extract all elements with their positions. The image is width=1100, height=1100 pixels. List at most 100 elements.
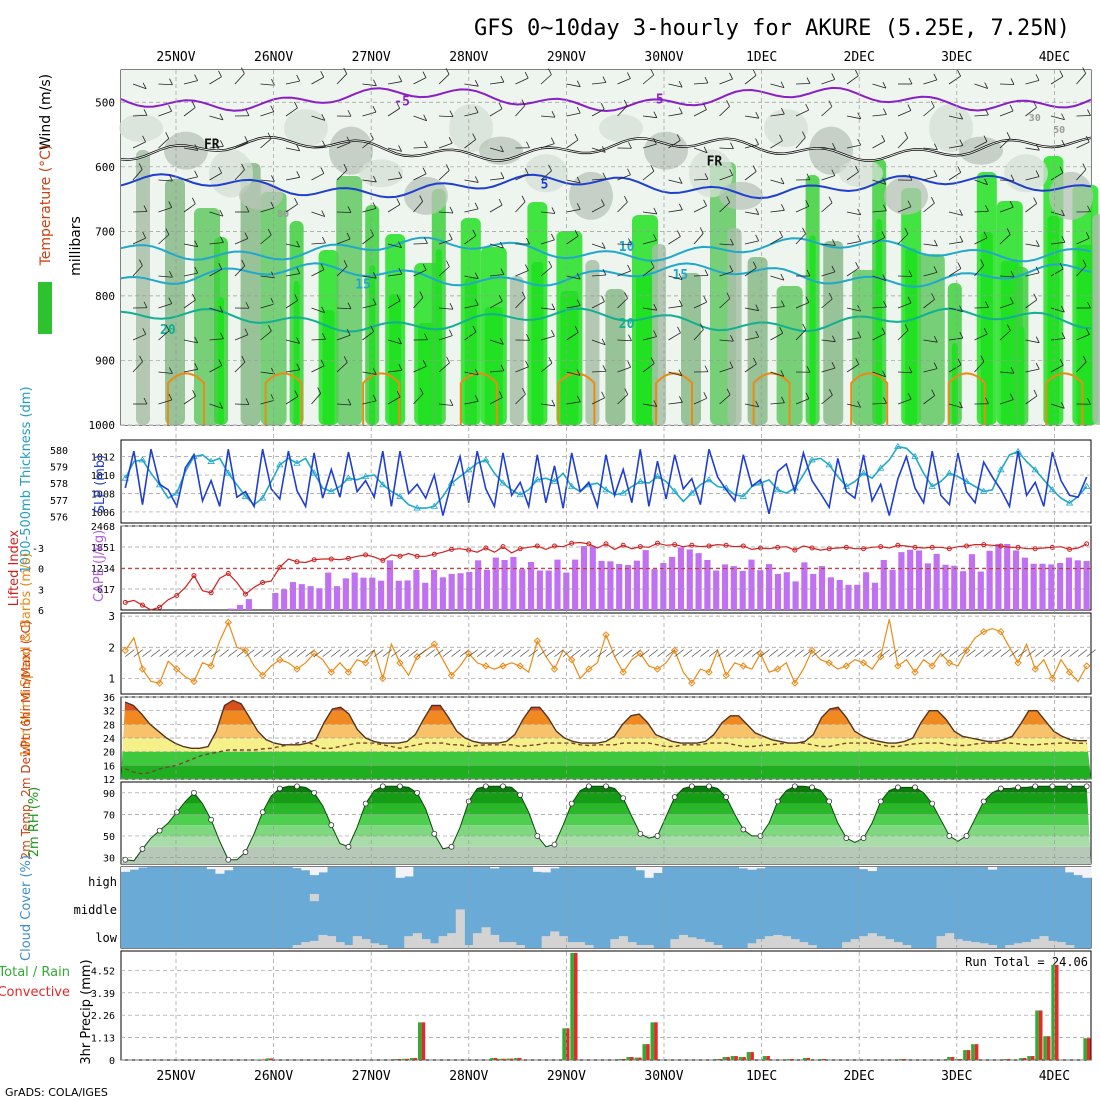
wind-barb <box>1050 211 1065 217</box>
cloud-low-fill <box>945 933 955 948</box>
thickness-line-marker <box>293 459 301 466</box>
wind-barb-flag <box>677 230 681 237</box>
wind-barb-flag <box>142 135 146 143</box>
wind-barb <box>846 307 861 312</box>
wind-speed-marker <box>894 662 902 670</box>
wind-barb-flag <box>959 305 963 312</box>
wind-barb <box>387 177 402 181</box>
surface-wind-barb <box>391 649 401 657</box>
wind-barb-flag <box>521 291 526 299</box>
cape-bar <box>325 572 332 610</box>
cape-bar <box>624 565 632 610</box>
wind-speed-marker <box>962 646 971 655</box>
wind-barb <box>132 114 148 117</box>
wind-barb <box>209 242 224 245</box>
cloud-low-fill <box>584 945 594 948</box>
surface-wind-barb <box>511 649 521 657</box>
wind-barb-flag <box>1086 328 1090 335</box>
precip-tick-label: 2.26 <box>91 1011 115 1022</box>
cloud-low-fill <box>627 942 637 948</box>
precip-total-bar <box>618 1059 623 1060</box>
wind-barb <box>285 80 300 85</box>
surface-wind-barb <box>871 649 882 657</box>
rh-marker <box>585 783 592 790</box>
precip-total-bar <box>265 1058 270 1060</box>
precip-convective-bar <box>646 1044 650 1060</box>
thickness-line-marker <box>825 461 833 468</box>
cape-bar <box>933 553 940 610</box>
wind-barb-flag <box>143 109 148 116</box>
rh-plume <box>652 244 666 425</box>
cloud-low-fill <box>421 939 431 948</box>
date-label-top: 26NOV <box>254 50 293 65</box>
rh-marker <box>774 798 781 805</box>
wind-speed-marker <box>447 671 456 680</box>
wind-barb-flag <box>1059 359 1064 366</box>
date-label-bottom: 30NOV <box>644 1069 683 1084</box>
wind-speed-line <box>124 619 1088 685</box>
cloud-low-fill <box>670 939 680 948</box>
surface-wind-barb <box>502 649 513 657</box>
lifted-index-marker <box>380 557 386 563</box>
panel-frame-thickness_slp <box>120 439 1092 524</box>
wind-barb-flag <box>802 131 806 138</box>
wind-barb <box>260 275 275 279</box>
wind-barb-flag <box>525 360 529 367</box>
thickness-line-marker <box>670 487 679 494</box>
cape-bar <box>1083 560 1090 610</box>
cloud-low-fill <box>369 943 380 948</box>
wind-speed-marker <box>859 659 868 667</box>
wind-barb <box>566 401 581 405</box>
thickness-line-marker <box>997 466 1005 473</box>
wind-barb-flag <box>985 205 989 212</box>
wind-barb <box>540 239 555 245</box>
wind-barb-flag <box>933 336 938 343</box>
surface-wind-barb <box>253 649 264 657</box>
wind-barb-flag <box>168 105 173 112</box>
cape-bar <box>316 588 323 610</box>
rh-marker <box>311 789 317 796</box>
lifted-index-marker <box>294 559 300 565</box>
rh-band <box>121 835 1091 847</box>
wind-barb <box>209 307 223 313</box>
cape-bar <box>448 573 455 610</box>
thickness-ylabel: 1000-500mb Thickness (dm) <box>19 386 34 573</box>
cape-bar <box>1057 563 1064 610</box>
wind-speed-marker <box>276 656 284 664</box>
warm-layer-contour <box>947 372 986 425</box>
cloud-low-fill <box>636 945 646 948</box>
thickness-line-marker <box>653 472 662 479</box>
wind-barb <box>158 330 170 341</box>
wind-barb <box>464 179 479 183</box>
wind-barb <box>1076 73 1086 85</box>
wind-barb <box>285 273 300 277</box>
cloud-low-fill <box>764 936 774 948</box>
precip-convective-bar <box>405 1058 410 1060</box>
wind-barb <box>999 399 1014 405</box>
wind-barb <box>872 179 886 185</box>
precip-convective-bar <box>966 1050 971 1060</box>
wind-barb <box>744 211 759 215</box>
wind-barb-flag <box>933 266 938 273</box>
cape-bar <box>1074 560 1081 610</box>
wind-barb <box>719 298 731 309</box>
rh-patch <box>719 181 763 210</box>
cape-bar <box>475 560 482 610</box>
wind-barb <box>693 301 707 309</box>
surface-wind-barb <box>674 649 684 657</box>
precip-total-bar <box>506 1058 510 1060</box>
contour-label: 5 <box>541 178 549 193</box>
lifted-index-marker <box>277 564 283 570</box>
precip-convective-bar <box>630 1057 634 1060</box>
wind-barb-flag <box>933 73 938 81</box>
cloud-high-gap <box>867 867 877 872</box>
thickness-line-marker <box>155 481 164 488</box>
rh-plume <box>136 150 150 425</box>
isotherm-freezing-inner <box>120 136 1092 161</box>
wind-barb <box>1050 268 1064 277</box>
rh-marker <box>1032 783 1039 790</box>
wind-barb <box>591 397 605 405</box>
wind-barb <box>183 107 196 117</box>
wind-speed-marker <box>396 659 404 667</box>
wind-barb <box>515 366 529 373</box>
